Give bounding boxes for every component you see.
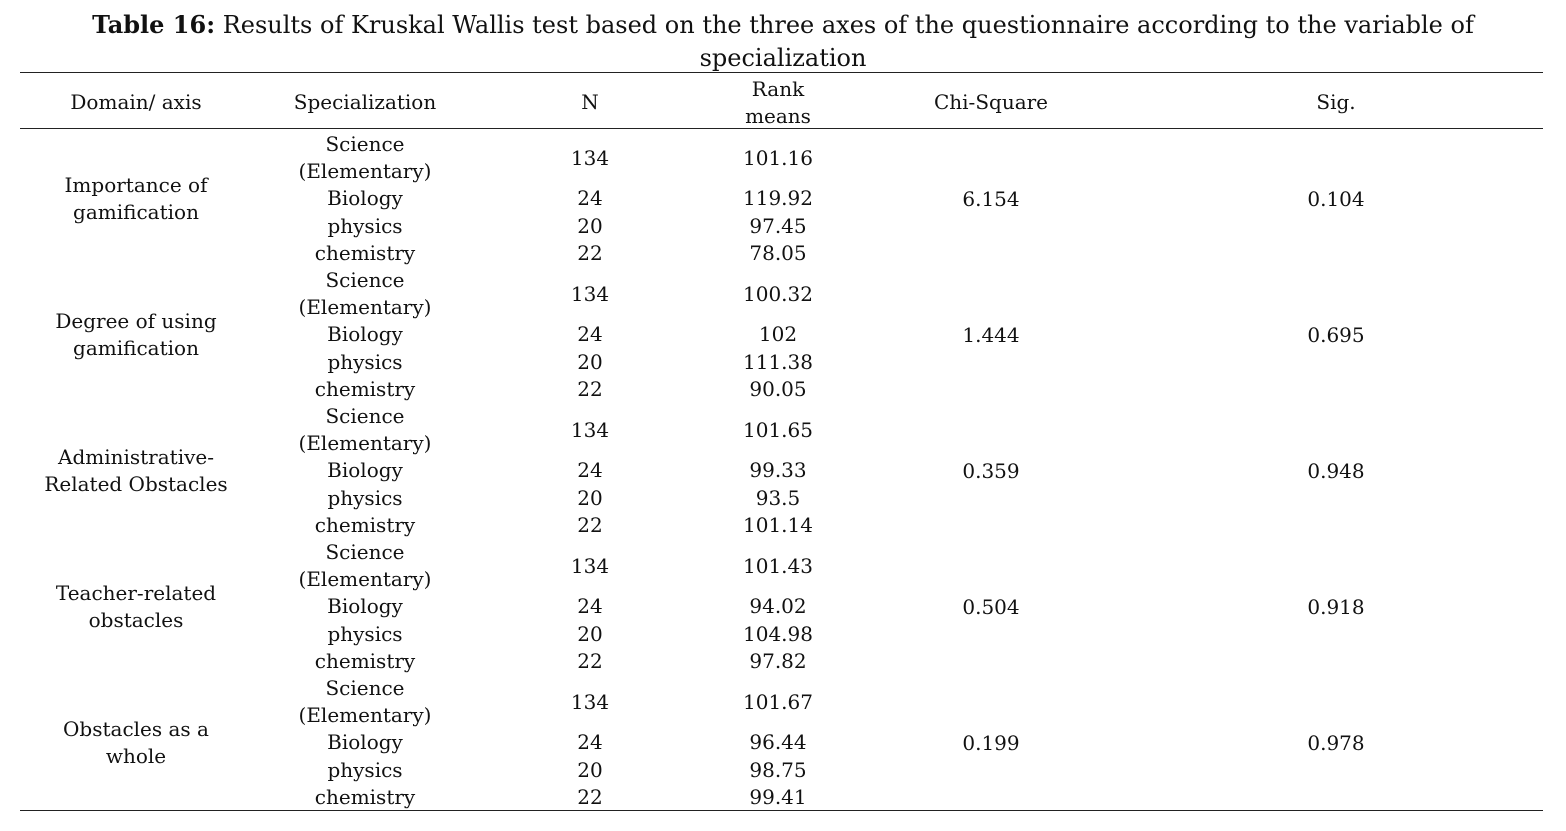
n-value: 22: [577, 377, 603, 401]
n-value: 22: [577, 785, 603, 809]
rank-mean-value: 94.02: [749, 594, 807, 618]
specialization-label: chemistry: [314, 785, 416, 809]
rank-mean-value: 93.5: [755, 486, 801, 510]
specialization-label: (Elementary): [298, 295, 432, 319]
sig-value: 0.948: [1307, 459, 1365, 483]
sig-value: 0.104: [1307, 187, 1365, 211]
n-value: 134: [570, 146, 610, 170]
header-sig: Sig.: [1316, 90, 1356, 114]
n-value: 134: [570, 282, 610, 306]
specialization-label: chemistry: [314, 241, 416, 265]
n-value: 22: [577, 513, 603, 537]
domain-label-line: gamification: [73, 200, 199, 224]
specialization-label: Science: [325, 132, 405, 156]
domain-label-line: Teacher-related: [55, 581, 217, 605]
rank-mean-value: 101.65: [743, 418, 813, 442]
domain-label-line: Degree of using: [55, 309, 217, 333]
domain-label-line: obstacles: [88, 608, 184, 632]
chi-square-value: 6.154: [962, 187, 1020, 211]
specialization-label: chemistry: [314, 513, 416, 537]
rank-mean-value: 96.44: [749, 730, 807, 754]
table-label: Table 16:: [92, 10, 216, 39]
specialization-label: Biology: [327, 458, 403, 482]
rank-mean-value: 104.98: [743, 622, 813, 646]
n-value: 134: [570, 690, 610, 714]
rank-mean-value: 97.45: [749, 214, 807, 238]
rank-mean-value: 119.92: [743, 186, 813, 210]
chi-square-value: 0.359: [962, 459, 1020, 483]
specialization-label: (Elementary): [298, 703, 432, 727]
specialization-label: physics: [327, 350, 403, 374]
specialization-label: Biology: [327, 322, 403, 346]
specialization-label: chemistry: [314, 377, 416, 401]
specialization-label: Science: [325, 540, 405, 564]
rank-mean-value: 98.75: [749, 758, 807, 782]
n-value: 134: [570, 554, 610, 578]
specialization-label: physics: [327, 214, 403, 238]
n-value: 24: [577, 322, 603, 346]
header-n: N: [581, 90, 599, 114]
rank-mean-value: 99.33: [749, 458, 807, 482]
rank-mean-value: 101.43: [743, 554, 813, 578]
rank-mean-value: 101.67: [743, 690, 813, 714]
rank-mean-value: 90.05: [749, 377, 807, 401]
domain-label-line: Importance of: [64, 173, 208, 197]
n-value: 22: [577, 649, 603, 673]
chi-square-value: 1.444: [962, 323, 1020, 347]
domain-label-line: Administrative-: [58, 445, 214, 469]
n-value: 20: [577, 622, 603, 646]
domain-label-line: Obstacles as a: [63, 717, 209, 741]
n-value: 24: [577, 594, 603, 618]
header-domain: Domain/ axis: [70, 90, 202, 114]
rank-mean-value: 101.16: [743, 146, 813, 170]
header-specialization: Specialization: [293, 90, 437, 114]
header-rank-line1: Rank: [751, 77, 805, 101]
sig-value: 0.918: [1307, 595, 1365, 619]
specialization-label: physics: [327, 486, 403, 510]
n-value: 20: [577, 486, 603, 510]
sig-value: 0.695: [1307, 323, 1365, 347]
rank-mean-value: 99.41: [749, 785, 807, 809]
sig-value: 0.978: [1307, 731, 1365, 755]
n-value: 24: [577, 730, 603, 754]
specialization-label: physics: [327, 622, 403, 646]
chi-square-value: 0.504: [962, 595, 1020, 619]
header-rank-line2: means: [745, 104, 811, 128]
bottom-rule: [20, 810, 1543, 811]
n-value: 24: [577, 186, 603, 210]
specialization-label: Science: [325, 268, 405, 292]
n-value: 20: [577, 214, 603, 238]
domain-label-line: whole: [105, 744, 167, 768]
specialization-label: (Elementary): [298, 431, 432, 455]
n-value: 20: [577, 350, 603, 374]
domain-label-line: Related Obstacles: [44, 472, 228, 496]
specialization-label: physics: [327, 758, 403, 782]
specialization-label: (Elementary): [298, 567, 432, 591]
specialization-label: Science: [325, 676, 405, 700]
header-chi-square: Chi-Square: [933, 90, 1049, 114]
top-rule: [20, 72, 1543, 73]
table-title: Results of Kruskal Wallis test based on …: [215, 11, 1474, 72]
rank-mean-value: 102: [758, 322, 798, 346]
header-rule: [20, 128, 1543, 129]
n-value: 22: [577, 241, 603, 265]
domain-label-line: gamification: [73, 336, 199, 360]
chi-square-value: 0.199: [962, 731, 1020, 755]
rank-mean-value: 101.14: [743, 513, 813, 537]
specialization-label: Biology: [327, 730, 403, 754]
specialization-label: chemistry: [314, 649, 416, 673]
specialization-label: (Elementary): [298, 159, 432, 183]
rank-mean-value: 111.38: [743, 350, 813, 374]
specialization-label: Biology: [327, 594, 403, 618]
specialization-label: Biology: [327, 186, 403, 210]
n-value: 20: [577, 758, 603, 782]
rank-mean-value: 78.05: [749, 241, 807, 265]
specialization-label: Science: [325, 404, 405, 428]
table-caption: Table 16: Results of Kruskal Wallis test…: [60, 8, 1506, 75]
n-value: 24: [577, 458, 603, 482]
rank-mean-value: 97.82: [749, 649, 807, 673]
n-value: 134: [570, 418, 610, 442]
rank-mean-value: 100.32: [743, 282, 813, 306]
